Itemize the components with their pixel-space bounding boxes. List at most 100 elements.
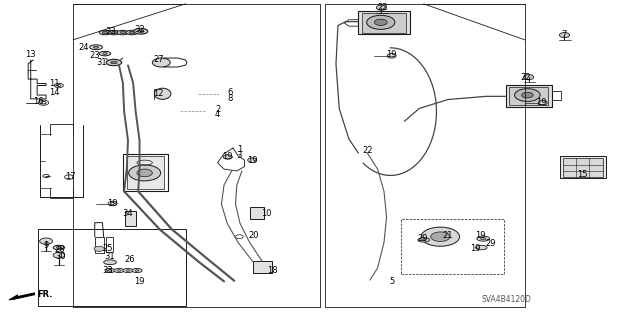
Ellipse shape (129, 32, 135, 34)
Text: 22: 22 (521, 73, 531, 82)
Ellipse shape (111, 32, 116, 34)
Text: 11: 11 (49, 79, 60, 88)
Bar (106, 237, 113, 252)
Text: 19: 19 (536, 98, 547, 107)
Text: 8: 8 (228, 94, 233, 103)
Bar (358, 11, 410, 34)
Ellipse shape (90, 45, 102, 49)
Ellipse shape (126, 30, 138, 35)
Text: FR.: FR. (37, 290, 52, 299)
Ellipse shape (138, 30, 144, 33)
Ellipse shape (123, 268, 133, 272)
Text: 4: 4 (215, 110, 220, 119)
Ellipse shape (106, 59, 122, 66)
Circle shape (421, 227, 460, 246)
Ellipse shape (132, 268, 142, 272)
Circle shape (129, 165, 161, 181)
Text: 19: 19 (134, 277, 145, 286)
Text: 29: 29 (485, 239, 495, 248)
Text: 31: 31 (105, 252, 115, 261)
Ellipse shape (102, 32, 108, 34)
Bar (125, 211, 136, 226)
Text: 30: 30 (55, 252, 65, 261)
Polygon shape (9, 295, 18, 300)
Text: 3: 3 (237, 151, 242, 160)
Circle shape (431, 232, 450, 241)
Circle shape (515, 89, 540, 101)
Circle shape (53, 252, 65, 258)
Circle shape (524, 75, 534, 80)
Circle shape (137, 169, 152, 177)
Ellipse shape (99, 51, 111, 56)
Ellipse shape (120, 32, 125, 34)
Text: 12: 12 (154, 89, 164, 98)
Ellipse shape (99, 30, 111, 35)
Text: 23: 23 (90, 51, 100, 60)
Text: SVA4B4120D: SVA4B4120D (482, 295, 532, 304)
Text: 9: 9 (44, 241, 49, 250)
Circle shape (223, 155, 232, 159)
Ellipse shape (111, 61, 117, 64)
Ellipse shape (154, 88, 171, 100)
Text: 1: 1 (237, 145, 242, 154)
Ellipse shape (56, 247, 61, 249)
Ellipse shape (476, 245, 487, 250)
Ellipse shape (126, 270, 130, 271)
Text: 27: 27 (154, 56, 164, 64)
Text: 10: 10 (261, 209, 271, 218)
Bar (127, 156, 164, 189)
Bar (250, 207, 264, 219)
Text: 19: 19 (475, 231, 485, 240)
Ellipse shape (108, 30, 120, 35)
Text: 21: 21 (443, 231, 453, 240)
Bar (362, 13, 406, 33)
Text: 17: 17 (65, 172, 76, 181)
Ellipse shape (53, 245, 65, 250)
Text: 32: 32 (134, 25, 145, 34)
Text: 2: 2 (215, 105, 220, 114)
Text: 19: 19 (387, 50, 397, 59)
Bar (509, 87, 548, 105)
Text: 28: 28 (55, 245, 65, 254)
Ellipse shape (103, 53, 108, 55)
Text: 15: 15 (577, 170, 588, 179)
Ellipse shape (117, 270, 121, 271)
Text: 18: 18 (268, 266, 278, 275)
Bar (506, 85, 552, 107)
Circle shape (559, 33, 570, 38)
Text: 16: 16 (33, 97, 44, 106)
Text: 24: 24 (78, 43, 88, 52)
Text: 19: 19 (470, 244, 480, 253)
Text: 22: 22 (378, 3, 388, 11)
Text: 20: 20 (248, 231, 259, 240)
Text: 29: 29 (417, 234, 428, 243)
Ellipse shape (134, 28, 148, 34)
Text: 22: 22 (362, 146, 372, 155)
Text: 5: 5 (389, 277, 394, 286)
Ellipse shape (477, 236, 490, 241)
Bar (563, 158, 603, 177)
Text: 31: 31 (96, 58, 106, 67)
Text: 33: 33 (106, 27, 116, 36)
Bar (38, 229, 186, 306)
Text: 19: 19 (247, 156, 257, 165)
Text: 34: 34 (123, 209, 133, 218)
Ellipse shape (418, 238, 429, 242)
Circle shape (376, 5, 387, 10)
Ellipse shape (104, 260, 116, 264)
Circle shape (522, 92, 533, 98)
Text: 19: 19 (223, 152, 233, 161)
Text: 13: 13 (26, 50, 36, 59)
Circle shape (94, 246, 104, 251)
Ellipse shape (117, 30, 129, 35)
Polygon shape (14, 293, 35, 299)
Circle shape (152, 58, 170, 67)
Ellipse shape (93, 46, 99, 48)
Bar (560, 156, 606, 178)
Circle shape (367, 15, 395, 29)
Circle shape (387, 54, 396, 58)
Text: 25: 25 (102, 244, 113, 253)
Bar (401, 219, 504, 274)
Circle shape (374, 19, 387, 26)
Ellipse shape (105, 268, 115, 272)
